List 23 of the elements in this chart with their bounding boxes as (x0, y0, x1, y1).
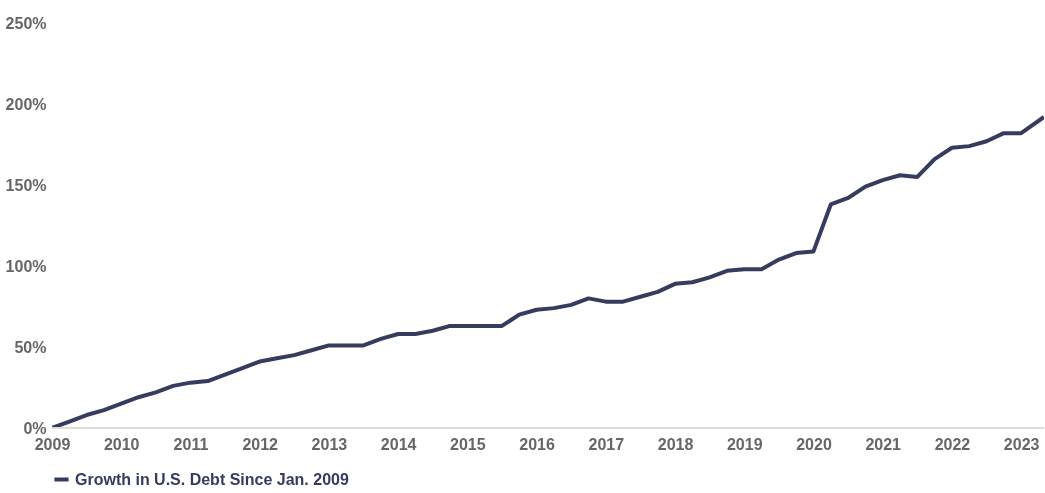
y-tick-label: 250% (5, 14, 47, 32)
x-tick-label: 2010 (103, 435, 140, 453)
y-tick-label: 0% (23, 419, 47, 437)
x-tick-label: 2017 (588, 435, 625, 453)
y-tick-label: 50% (14, 338, 47, 356)
x-tick-label: 2015 (450, 435, 486, 453)
x-tick-label: 2011 (173, 435, 209, 453)
x-tick-label: 2016 (519, 435, 555, 453)
x-tick-label: 2014 (380, 435, 417, 453)
x-tick-label: 2020 (796, 435, 832, 453)
x-tick-label: 2019 (726, 435, 763, 453)
y-tick-label: 100% (5, 257, 47, 275)
x-tick-label: 2021 (865, 435, 902, 453)
x-tick-label: 2023 (1003, 435, 1040, 453)
x-tick-label: 2013 (311, 435, 348, 453)
legend-label: Growth in U.S. Debt Since Jan. 2009 (75, 470, 349, 488)
x-tick-label: 2009 (34, 435, 71, 453)
y-tick-label: 200% (5, 95, 47, 113)
line-series (52, 114, 1044, 428)
x-tick-label: 2018 (657, 435, 694, 453)
y-tick-label: 150% (5, 176, 47, 194)
x-tick-label: 2022 (934, 435, 971, 453)
x-tick-label: 2012 (242, 435, 279, 453)
